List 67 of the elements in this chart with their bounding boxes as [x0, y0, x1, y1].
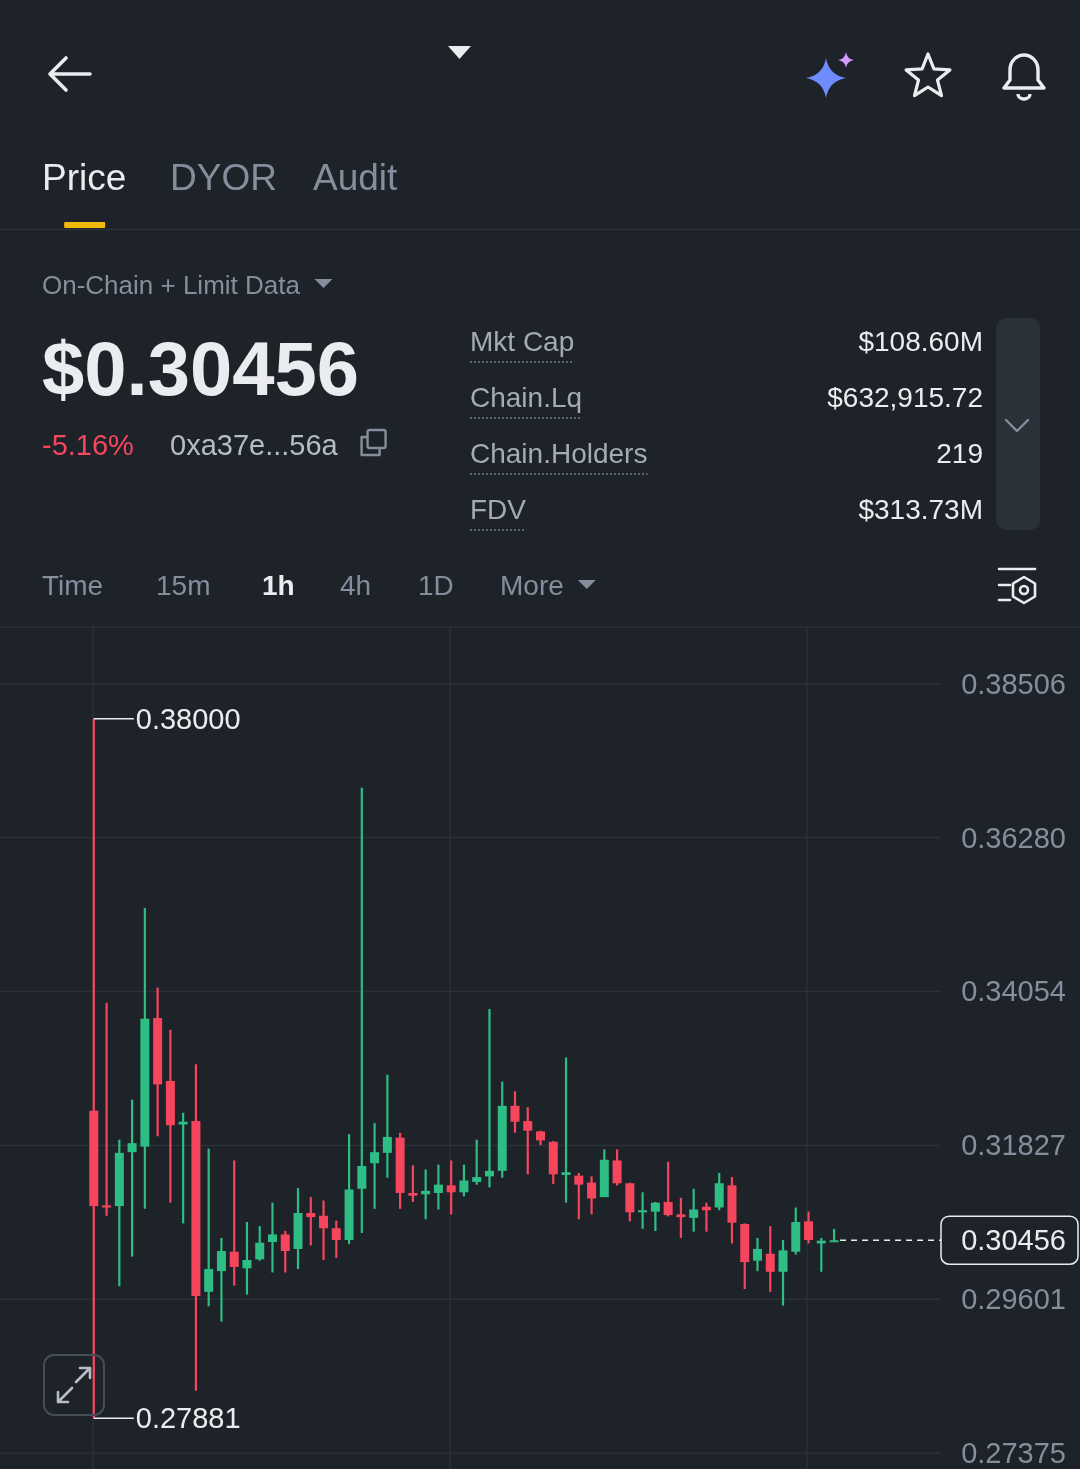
- text: Mkt Cap: [470, 326, 575, 357]
- candlestick: [523, 1106, 533, 1176]
- candlestick: [306, 1196, 316, 1247]
- text: -5.16%: [42, 429, 134, 461]
- candlestick: [446, 1159, 456, 1216]
- text: 1h: [262, 570, 295, 601]
- candlestick: [216, 1236, 226, 1323]
- candlestick: [472, 1138, 482, 1186]
- candlestick: [127, 1098, 137, 1258]
- text: 219: [936, 438, 983, 469]
- text: More: [500, 570, 564, 601]
- candlestick: [510, 1090, 520, 1134]
- candlestick: [765, 1225, 775, 1293]
- annotation: 0.27881: [135, 1402, 241, 1435]
- y-tick-label: 0.38506: [961, 667, 1066, 700]
- candlestick: [459, 1163, 469, 1198]
- candlestick: [357, 786, 367, 1235]
- text: Audit: [313, 157, 399, 198]
- text: $0.30456: [42, 326, 359, 411]
- ref-line-label: 0.30456: [961, 1224, 1066, 1257]
- y-tick-label: 0.31827: [961, 1129, 1066, 1162]
- candlestick: [408, 1164, 418, 1204]
- candlestick: [229, 1159, 239, 1287]
- annotation: 0.38000: [135, 702, 241, 735]
- candlestick: [752, 1236, 762, 1273]
- candlestick: [574, 1171, 584, 1221]
- candlestick: [778, 1238, 788, 1307]
- candlestick: [102, 1001, 112, 1217]
- y-tick-label: 0.29601: [961, 1283, 1066, 1316]
- text: Time: [42, 570, 104, 601]
- text: On-Chain + Limit Data: [42, 270, 301, 300]
- candlestick: [804, 1210, 814, 1245]
- candlestick: [612, 1148, 622, 1187]
- candlestick: [280, 1229, 290, 1274]
- text: Chain.Lq: [470, 382, 583, 413]
- candlestick: [267, 1201, 277, 1274]
- text: 4h: [340, 570, 372, 601]
- candlestick: [587, 1175, 597, 1216]
- candlestick: [650, 1200, 660, 1233]
- candlestick: [382, 1073, 392, 1179]
- text: 0xa37e...56a: [170, 429, 339, 461]
- candlestick: [242, 1220, 252, 1296]
- y-tick-label: 0.27375: [961, 1437, 1066, 1469]
- text: DYOR: [170, 157, 277, 198]
- text: $632,915.72: [827, 382, 983, 413]
- text: $108.60M: [858, 326, 983, 357]
- text: Price: [42, 157, 127, 198]
- candlestick: [319, 1199, 329, 1262]
- y-tick-label: 0.34054: [961, 975, 1066, 1008]
- candlestick: [663, 1160, 673, 1218]
- candlestick: [561, 1056, 571, 1204]
- text: 1D: [418, 570, 454, 601]
- text: FDV: [470, 494, 527, 525]
- candlestick: [638, 1191, 648, 1231]
- text: 15m: [156, 570, 211, 601]
- candlestick: [484, 1007, 494, 1189]
- text: Chain.Holders: [470, 438, 648, 469]
- text: $313.73M: [858, 494, 983, 525]
- candlestick: [178, 1111, 188, 1225]
- candlestick: [204, 1147, 214, 1308]
- candlestick: [433, 1163, 443, 1211]
- candlestick: [255, 1225, 265, 1262]
- y-tick-label: 0.36280: [961, 821, 1066, 854]
- candlestick: [689, 1187, 699, 1233]
- candlestick: [331, 1219, 341, 1260]
- candlestick: [676, 1196, 686, 1239]
- candlestick: [370, 1122, 380, 1210]
